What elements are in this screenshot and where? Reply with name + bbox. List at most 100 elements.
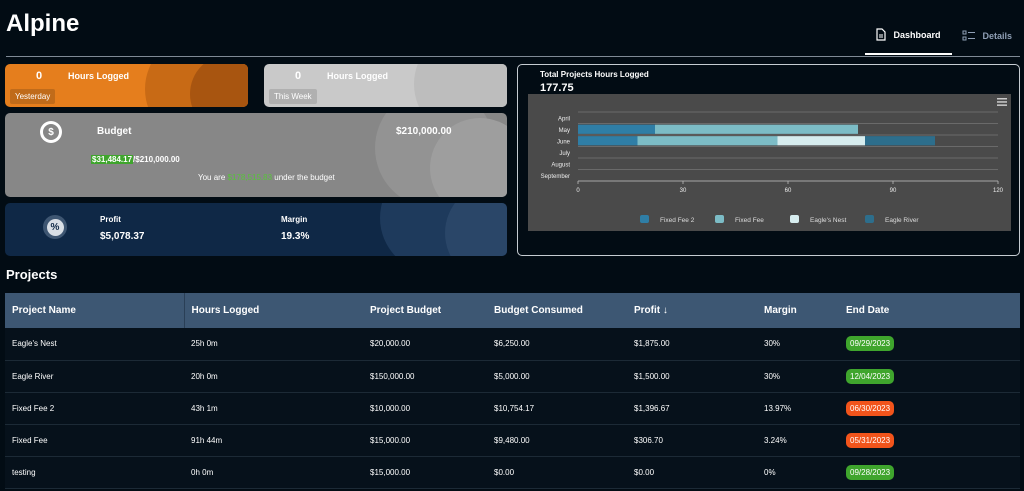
budget-label: Budget [97,126,131,137]
budget-cell: $20,000.00 [363,328,487,360]
legend-label: Fixed Fee [735,217,764,224]
percent-icon: % [43,215,67,239]
budget-consumed-value: $31,484.17 [91,155,133,164]
table-row[interactable]: Eagle's Nest 25h 0m $20,000.00 $6,250.00 $1,… [5,328,1020,360]
hours-cell: 20h 0m [184,360,363,392]
hours-yesterday-value: 0 [36,70,42,82]
hours-bar-chart: April May June July August September 0 30 60 90 12… [528,94,1011,231]
yesterday-chip: Yesterday [10,89,55,104]
budget-consumed-row: $31,484.17/$210,000.00 [91,155,180,164]
x-tick-label: 90 [890,188,897,194]
y-tick-label: April [558,116,570,122]
end-date-badge: 09/29/2023 [846,336,894,351]
projects-table-body: Eagle's Nest 25h 0m $20,000.00 $6,250.00 $1,… [5,328,1020,488]
margin-cell: 13.97% [757,392,839,424]
projects-table: Project Name Hours Logged Project Budget… [5,293,1020,489]
card-decoration [190,64,248,107]
budget-consumed-total: /$210,000.00 [133,155,180,164]
col-end-date[interactable]: End Date [839,293,1020,328]
tab-dashboard[interactable]: Dashboard [865,20,952,55]
budget-card: $ Budget $210,000.00 $31,484.17/$210,000… [5,113,507,197]
table-row[interactable]: Eagle River 20h 0m $150,000.00 $5,000.00 $1,… [5,360,1020,392]
legend-swatch [715,215,724,223]
menu-icon[interactable] [997,98,1007,106]
hours-this-week-card: 0 Hours Logged This Week [264,64,507,107]
bar-segment [578,125,655,134]
bar-segment [638,136,778,145]
projects-title: Projects [6,267,57,282]
project-name-cell: Eagle River [5,360,184,392]
project-name-cell: testing [5,456,184,488]
tab-dashboard-label: Dashboard [893,30,940,40]
y-tick-label: September [541,174,570,180]
margin-value: 19.3% [281,231,309,242]
end-date-badge: 06/30/2023 [846,401,894,416]
col-profit[interactable]: Profit ↓ [627,293,757,328]
col-hours-logged[interactable]: Hours Logged [184,293,363,328]
hours-yesterday-card: 0 Hours Logged Yesterday [5,64,248,107]
col-project-budget[interactable]: Project Budget [363,293,487,328]
end-date-cell: 09/29/2023 [839,328,1020,360]
consumed-cell: $0.00 [487,456,627,488]
col-project-name[interactable]: Project Name [5,293,184,328]
chart-title: Total Projects Hours Logged [540,70,649,79]
profit-cell: $1,500.00 [627,360,757,392]
legend-swatch [790,215,799,223]
profit-cell: $1,875.00 [627,328,757,360]
table-row[interactable]: Fixed Fee 2 43h 1m $10,000.00 $10,754.17 $1,… [5,392,1020,424]
budget-cell: $15,000.00 [363,456,487,488]
legend-label: Eagle's Nest [810,217,846,224]
end-date-badge: 05/31/2023 [846,433,894,448]
legend-label: Eagle River [885,217,919,224]
y-tick-label: July [559,151,570,157]
legend-label: Fixed Fee 2 [660,217,695,224]
hours-cell: 25h 0m [184,328,363,360]
hours-yesterday-label: Hours Logged [68,71,129,81]
x-tick-label: 30 [680,188,687,194]
list-icon [962,30,976,42]
budget-note: You are $178,515.83 under the budget [198,173,335,182]
y-tick-label: June [557,139,571,145]
dollar-icon: $ [40,121,62,143]
margin-cell: 3.24% [757,424,839,456]
table-row[interactable]: Fixed Fee 91h 44m $15,000.00 $9,480.00 $306.… [5,424,1020,456]
y-tick-label: May [559,128,570,134]
profit-label: Profit [100,215,121,224]
tab-details[interactable]: Details [952,20,1024,55]
table-row[interactable]: testing 0h 0m $15,000.00 $0.00 $0.00 0% 09/28/… [5,456,1020,488]
profit-cell: $306.70 [627,424,757,456]
card-decoration [414,64,507,107]
budget-total: $210,000.00 [396,126,452,137]
col-margin[interactable]: Margin [757,293,839,328]
budget-note-amount: $178,515.83 [228,173,273,182]
budget-note-prefix: You are [198,173,225,182]
margin-cell: 0% [757,456,839,488]
consumed-cell: $10,754.17 [487,392,627,424]
profit-value: $5,078.37 [100,231,145,242]
margin-label: Margin [281,215,307,224]
budget-note-suffix: under the budget [274,173,335,182]
bar-segment [655,125,858,134]
budget-cell: $15,000.00 [363,424,487,456]
end-date-cell: 06/30/2023 [839,392,1020,424]
arrow-down-icon: ↓ [663,305,668,316]
tab-bar: Dashboard Details [865,20,1024,55]
hours-cell: 91h 44m [184,424,363,456]
app-title: Alpine [6,10,79,38]
hours-cell: 0h 0m [184,456,363,488]
chart-area: April May June July August September 0 30 60 90 12… [528,94,1011,231]
hours-cell: 43h 1m [184,392,363,424]
hours-this-week-label: Hours Logged [327,71,388,81]
consumed-cell: $5,000.00 [487,360,627,392]
col-budget-consumed[interactable]: Budget Consumed [487,293,627,328]
end-date-cell: 05/31/2023 [839,424,1020,456]
hours-this-week-value: 0 [295,70,301,82]
legend-swatch [865,215,874,223]
hours-chart-card: Total Projects Hours Logged 177.75 April… [517,64,1020,256]
project-name-cell: Eagle's Nest [5,328,184,360]
project-name-cell: Fixed Fee 2 [5,392,184,424]
document-icon [875,28,887,41]
budget-cell: $150,000.00 [363,360,487,392]
bar-segment [578,136,638,145]
